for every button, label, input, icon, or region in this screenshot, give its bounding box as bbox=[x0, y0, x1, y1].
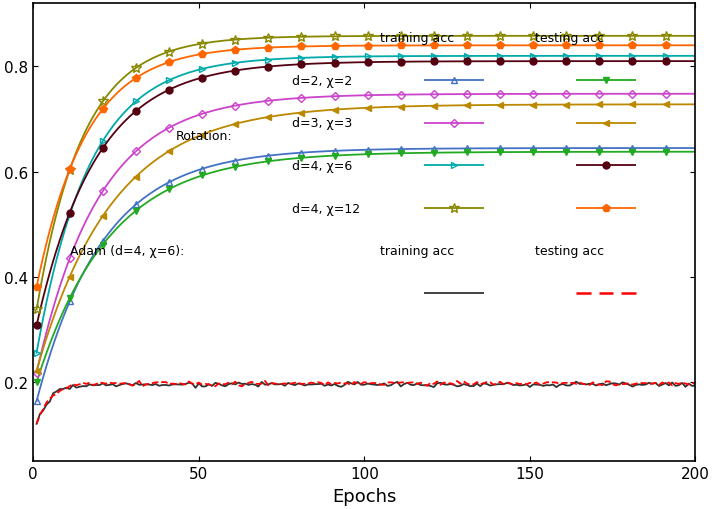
Text: Adam (d=4, χ=6):: Adam (d=4, χ=6): bbox=[70, 245, 184, 258]
X-axis label: Epochs: Epochs bbox=[332, 487, 396, 505]
Text: training acc: training acc bbox=[380, 245, 454, 258]
Text: d=4, χ=6: d=4, χ=6 bbox=[291, 160, 352, 173]
Text: testing acc: testing acc bbox=[535, 245, 604, 258]
Text: d=4, χ=12: d=4, χ=12 bbox=[291, 202, 360, 215]
Text: d=2, χ=2: d=2, χ=2 bbox=[291, 74, 352, 88]
Text: d=3, χ=3: d=3, χ=3 bbox=[291, 117, 352, 130]
Text: training acc: training acc bbox=[380, 32, 454, 45]
Text: testing acc: testing acc bbox=[535, 32, 604, 45]
Text: Rotation:: Rotation: bbox=[176, 130, 232, 143]
